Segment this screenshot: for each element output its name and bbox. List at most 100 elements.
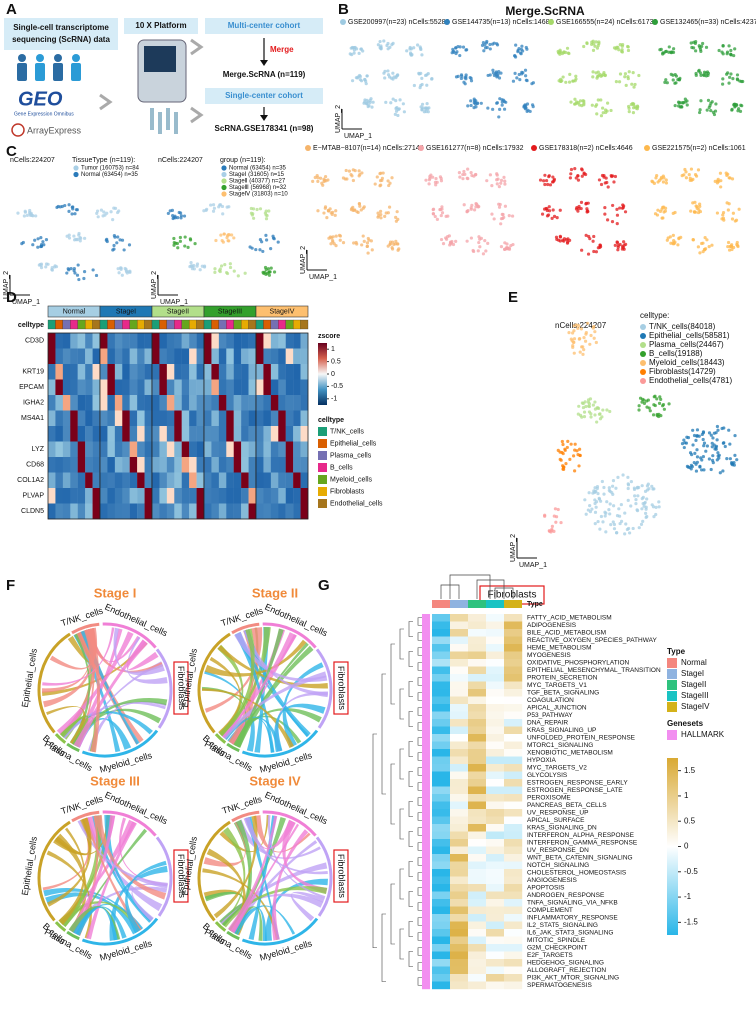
umap-point [595, 420, 599, 424]
umap-point [634, 498, 638, 502]
umap-point [596, 44, 600, 48]
chord-sector [81, 917, 159, 946]
umap-point [116, 235, 120, 239]
heatmap-cell [92, 426, 101, 442]
heatmap-cell [256, 472, 264, 489]
umap-point [428, 176, 432, 180]
umap-point [466, 177, 470, 181]
umap-point [36, 245, 40, 249]
heatmap-cell [432, 674, 451, 682]
umap-point [420, 53, 424, 57]
umap-point [564, 50, 568, 55]
umap-point [351, 178, 355, 183]
geneset-cell [422, 711, 430, 720]
pathway-label: HEDGEHOG_SIGNALING [527, 959, 604, 966]
heatmap-cell [468, 966, 487, 975]
umap-point [725, 173, 729, 177]
umap-point [243, 271, 247, 275]
chord-ribbon [131, 883, 168, 922]
legend-swatch [221, 165, 227, 171]
umap-point [558, 234, 562, 239]
heatmap-cell [174, 488, 182, 504]
umap-point [620, 49, 624, 53]
umap-point [383, 214, 387, 218]
pathway-label: WNT_BETA_CATENIN_SIGNALING [527, 854, 633, 861]
umap-point [714, 102, 718, 106]
umap-point [379, 44, 383, 48]
umap-point [660, 216, 664, 220]
celltype-cell [99, 319, 108, 330]
umap-point [689, 167, 694, 171]
heatmap-cell [70, 364, 78, 380]
umap-point [367, 103, 371, 108]
umap-point [721, 216, 726, 220]
heatmap-cell [241, 488, 249, 504]
umap-point [113, 235, 117, 239]
umap-point [578, 447, 582, 451]
heatmap-cell [486, 854, 505, 862]
heatmap-cell [486, 681, 505, 690]
umap-point [547, 174, 551, 178]
heatmap-cell [152, 457, 160, 473]
umap-point [692, 433, 697, 438]
umap-point [546, 182, 550, 187]
heatmap-cell [486, 974, 505, 982]
heatmap-cell [468, 711, 487, 720]
heatmap-cell [48, 472, 56, 489]
heatmap-cell [468, 839, 487, 847]
umap-point [52, 265, 57, 269]
umap-point [618, 206, 622, 210]
umap-point [452, 50, 456, 54]
umap-point [702, 444, 706, 448]
heatmap-cell [211, 333, 220, 349]
heatmap-cell [55, 457, 64, 473]
heatmap-cell [55, 472, 64, 489]
heatmap-cell [486, 981, 505, 990]
heatmap-cell [285, 457, 294, 473]
heatmap-cell [468, 959, 487, 967]
heatmap-cell [137, 410, 145, 427]
legend-label: B_cells(19188) [649, 349, 703, 358]
umap-point [466, 167, 470, 171]
colorbar-tick-label: 0.5 [331, 358, 341, 365]
umap-point [573, 97, 577, 101]
heatmap-cell [468, 681, 487, 690]
umap-point [721, 82, 725, 86]
umap-point [545, 214, 550, 218]
umap-point [20, 242, 24, 246]
umap-point [359, 47, 363, 51]
heatmap-cell [486, 756, 505, 765]
heatmap-cell [181, 410, 190, 427]
heatmap-cell [504, 854, 523, 862]
heatmap-cell [189, 488, 197, 504]
umap-point [698, 251, 702, 255]
umap-point [707, 431, 712, 435]
heatmap-cell [48, 503, 56, 520]
umap-point [420, 76, 424, 80]
umap-point [621, 473, 625, 477]
umap-point [606, 101, 610, 105]
heatmap-cell [486, 749, 505, 757]
umap-point [553, 507, 558, 511]
gene-label: MS4A1 [21, 415, 44, 422]
umap-point [518, 78, 522, 82]
heatmap-cell [468, 756, 487, 765]
heatmap-cell [55, 503, 64, 520]
heatmap-cell [77, 395, 86, 411]
geo-subtitle: Gene Expression Omnibus [14, 111, 74, 117]
heatmap-cell [92, 503, 101, 520]
heatmap-cell [504, 741, 523, 750]
heatmap-cell [85, 503, 93, 520]
umap-point [741, 79, 745, 84]
legend-label: StageI [681, 669, 704, 678]
legend-label: StageII [681, 680, 706, 689]
umap-point [603, 212, 607, 216]
umap-point [543, 173, 547, 177]
heatmap-cell [152, 410, 160, 427]
umap-point [44, 265, 48, 269]
heatmap-cell [152, 364, 160, 380]
heatmap-cell [263, 348, 272, 365]
heatmap-cell [504, 816, 523, 825]
stage-title: Stage I [94, 585, 137, 600]
geneset-cell [422, 854, 430, 862]
